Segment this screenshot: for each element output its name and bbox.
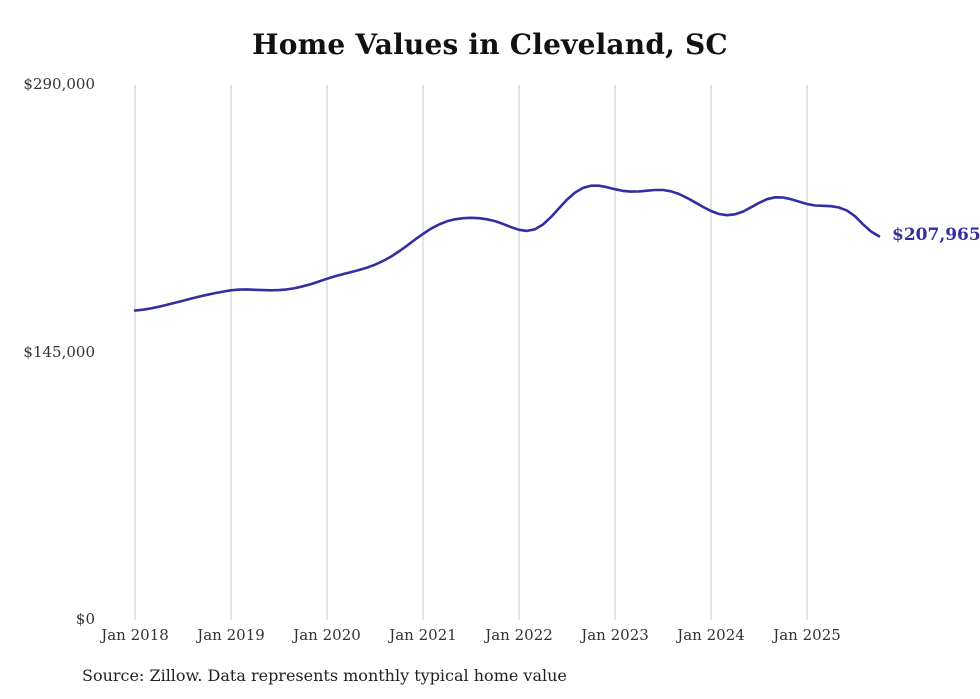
chart-title: Home Values in Cleveland, SC [252,28,728,61]
x-tick-label: Jan 2018 [101,626,169,644]
y-tick-label: $145,000 [23,342,95,361]
x-tick-label: Jan 2019 [197,626,265,644]
x-tick-label: Jan 2020 [293,626,361,644]
end-value-label: $207,965 [892,225,980,246]
x-tick-label: Jan 2025 [773,626,841,644]
home-value-line [133,184,881,312]
x-tick-label: Jan 2022 [485,626,553,644]
y-tick-label: $0 [75,610,95,628]
x-tick-label: Jan 2021 [389,626,457,644]
x-tick-label: Jan 2023 [581,626,649,644]
source-note: Source: Zillow. Data represents monthly … [82,666,567,685]
x-tick-label: Jan 2024 [677,626,745,644]
y-tick-label: $290,000 [23,75,95,93]
